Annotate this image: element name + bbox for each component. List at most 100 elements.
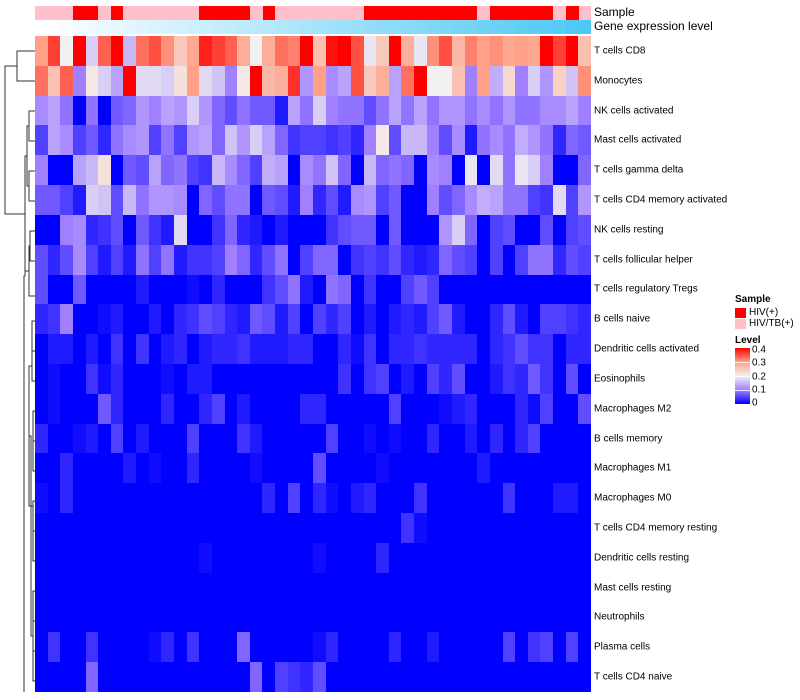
heatmap-cell	[477, 244, 490, 275]
heatmap-cell	[325, 632, 339, 663]
sample-annotation-cell	[60, 6, 73, 20]
heatmap-cell	[565, 125, 579, 156]
sample-annotation-label: Sample	[594, 5, 635, 19]
heatmap-cell	[211, 214, 225, 245]
heatmap-cell	[72, 602, 86, 633]
heatmap-cell	[287, 185, 301, 215]
heatmap-cell	[489, 125, 503, 156]
heatmap-cell	[388, 423, 402, 454]
heatmap-cell	[237, 542, 250, 573]
heatmap-cell	[350, 513, 364, 543]
heatmap-cell	[515, 65, 528, 96]
heatmap-cell	[161, 65, 174, 96]
heatmap-cell	[275, 155, 288, 186]
heatmap-cell	[123, 65, 137, 96]
heatmap-cell	[249, 393, 263, 424]
heatmap-cell	[565, 214, 579, 245]
heatmap-cell	[161, 483, 174, 514]
heatmap-cell	[439, 185, 452, 215]
expression-annotation-cell	[376, 20, 389, 34]
heatmap-cell	[540, 95, 554, 126]
heatmap-cell	[464, 214, 478, 245]
heatmap-cell	[388, 244, 402, 275]
heatmap-cell	[60, 36, 73, 66]
heatmap-cell	[47, 274, 61, 305]
heatmap-cell	[35, 453, 48, 484]
heatmap-cell	[452, 393, 465, 424]
heatmap-cell	[553, 304, 566, 335]
heatmap-cell	[502, 513, 516, 543]
heatmap-cell	[72, 155, 86, 186]
sample-annotation-cell	[224, 6, 238, 20]
heatmap-cell	[110, 662, 124, 692]
heatmap-cell	[527, 662, 541, 692]
heatmap-cell	[489, 393, 503, 424]
heatmap-cell	[464, 602, 478, 633]
heatmap-cell	[275, 274, 288, 305]
heatmap-cell	[136, 244, 149, 275]
heatmap-cell	[199, 95, 212, 126]
row-label: Neutrophils	[594, 611, 645, 623]
heatmap-cell	[565, 334, 579, 364]
heatmap-cell	[275, 483, 288, 514]
legend-item-hiv-tb: HIV/TB(+)	[735, 318, 794, 329]
heatmap-cell	[110, 632, 124, 663]
sample-annotation-cell	[72, 6, 86, 20]
heatmap-cell	[85, 36, 99, 66]
heatmap-cell	[439, 244, 452, 275]
heatmap-cell	[540, 483, 554, 514]
heatmap-cell	[515, 155, 528, 186]
heatmap-cell	[199, 662, 212, 692]
heatmap-cell	[350, 423, 364, 454]
heatmap-cell	[199, 572, 212, 603]
heatmap-cell	[35, 513, 48, 543]
heatmap-cell	[452, 244, 465, 275]
legend-label-hiv: HIV(+)	[749, 307, 779, 318]
sample-annotation-cell	[578, 6, 592, 20]
heatmap-cell	[60, 304, 73, 335]
expression-annotation-cell	[490, 20, 503, 34]
heatmap-cell	[540, 662, 554, 692]
heatmap-cell	[224, 602, 238, 633]
heatmap-cell	[275, 334, 288, 364]
heatmap-cell	[174, 572, 187, 603]
sample-annotation-cell	[313, 6, 326, 20]
heatmap-cell	[249, 513, 263, 543]
heatmap-cell	[47, 185, 61, 215]
heatmap-cell	[553, 423, 566, 454]
heatmap-cell	[136, 185, 149, 215]
heatmap-cell	[439, 542, 452, 573]
heatmap-cell	[211, 244, 225, 275]
expression-annotation-cell	[414, 20, 427, 34]
heatmap-cell	[578, 36, 591, 66]
heatmap-cell	[553, 185, 566, 215]
heatmap-cell	[161, 36, 174, 66]
heatmap-cell	[123, 334, 137, 364]
heatmap-cell	[565, 244, 579, 275]
heatmap-cell	[72, 95, 86, 126]
heatmap-cell	[376, 334, 389, 364]
heatmap-cell	[287, 155, 301, 186]
heatmap-cell	[414, 185, 427, 215]
level-tick-label: 0.1	[752, 384, 766, 396]
row-label: Dendritic cells resting	[594, 552, 690, 564]
expression-annotation-cell	[351, 20, 364, 34]
heatmap-cell	[98, 483, 111, 514]
expression-annotation-cell	[527, 20, 541, 34]
heatmap-cell	[363, 483, 377, 514]
heatmap-cell	[60, 632, 73, 663]
heatmap-cell	[110, 423, 124, 454]
heatmap-cell	[47, 155, 61, 186]
sample-annotation-cell	[275, 6, 288, 20]
heatmap-cell	[527, 304, 541, 335]
heatmap-cell	[287, 304, 301, 335]
heatmap-cell	[72, 483, 86, 514]
heatmap-cell	[98, 65, 111, 96]
heatmap-cell	[388, 125, 402, 156]
heatmap-cell	[237, 304, 250, 335]
heatmap-cell	[540, 393, 554, 424]
heatmap-cell	[211, 155, 225, 186]
heatmap-cell	[338, 244, 351, 275]
heatmap-cell	[174, 95, 187, 126]
heatmap-cell	[338, 483, 351, 514]
